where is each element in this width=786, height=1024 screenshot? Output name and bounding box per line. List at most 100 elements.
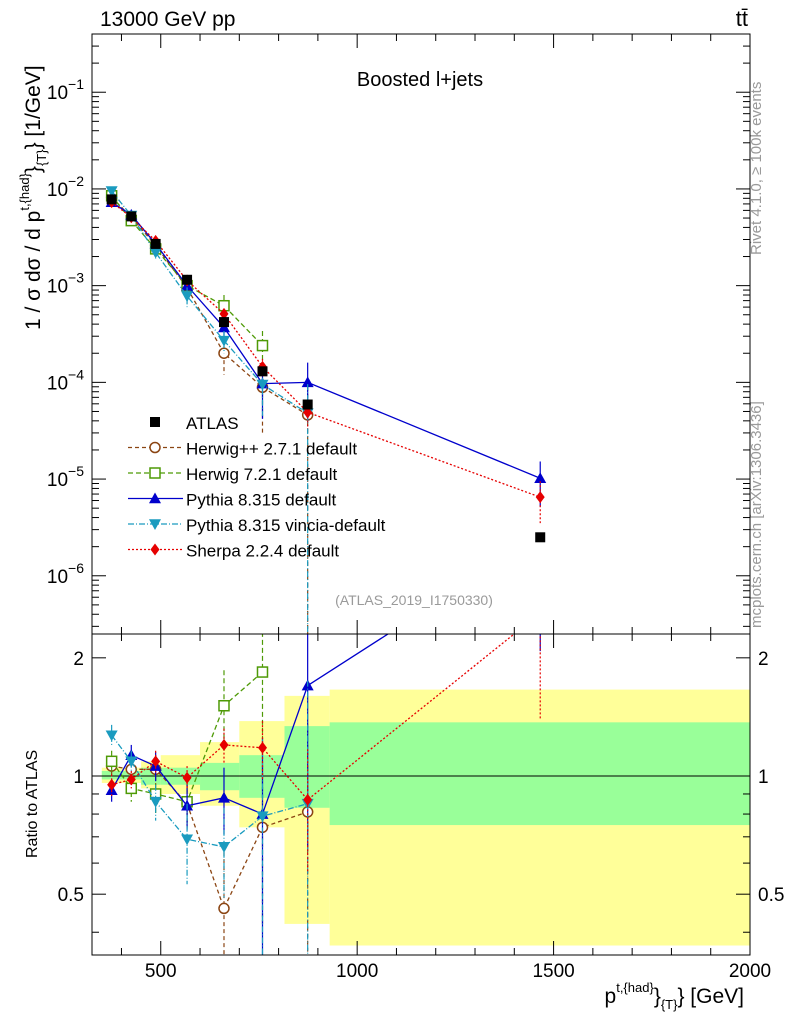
- ratio-tick-label-right: 0.5: [758, 885, 784, 906]
- ratio-tick-label-right: 1: [758, 767, 769, 788]
- series-1-ratio-point: [256, 666, 269, 678]
- series-4-point: [219, 307, 229, 320]
- series-3-line: [111, 190, 309, 414]
- x-axis-label-unit: } [GeV]: [677, 985, 744, 1008]
- series-3-point: [181, 291, 194, 303]
- atlas-data-point: [126, 211, 137, 222]
- y-tick-label: 10−2: [47, 173, 84, 201]
- x-axis-label: pt,{had}}{T}} [GeV]: [605, 980, 744, 1012]
- legend-marker-2: [149, 492, 161, 504]
- y-axis-label-brace: }: [22, 166, 45, 173]
- series-3-point: [149, 247, 162, 259]
- legend-marker-3: [149, 519, 161, 530]
- atlas-data-point: [257, 366, 268, 377]
- y-tick-label: 10−3: [47, 270, 84, 298]
- y-tick-label-base: 10: [47, 567, 68, 588]
- legend-label-4: Sherpa 2.2.4 default: [186, 542, 339, 561]
- y-axis-label-sup: t,{had}: [17, 172, 32, 210]
- series-1-ratio-point: [105, 755, 118, 768]
- y-tick-label-exp: −2: [68, 173, 84, 189]
- y-tick-label-base: 10: [47, 83, 68, 104]
- band-stat-uncertainty: [329, 722, 750, 826]
- y-tick-label: 10−4: [47, 366, 84, 394]
- x-axis-label-sup: t,{had}: [616, 980, 654, 995]
- y-tick-label-exp: −5: [68, 463, 84, 479]
- y-tick-label-base: 10: [47, 470, 68, 491]
- atlas-data-point: [535, 532, 546, 543]
- legend-label-1: Herwig 7.2.1 default: [186, 465, 337, 484]
- series-2-ratio-point: [217, 791, 230, 803]
- analysis-label: (ATLAS_2019_I1750330): [335, 592, 493, 608]
- legend: ATLAS Herwig++ 2.7.1 default Herwig 7.2.1 …: [128, 414, 386, 561]
- y-axis-label-unit: } [1/GeV]: [22, 65, 45, 149]
- legend-label-3: Pythia 8.315 vincia-default: [186, 516, 386, 535]
- main-plot-area: [105, 186, 547, 634]
- header-process-label: tt̄: [736, 6, 748, 31]
- series-0-ratio-point: [218, 902, 230, 915]
- series-3-ratio-point: [125, 756, 138, 768]
- series-1-point: [256, 339, 269, 352]
- ratio-y-axis-label: Ratio to ATLAS: [24, 750, 41, 858]
- x-tick-label: 1000: [336, 961, 378, 982]
- y-tick-label-exp: −1: [68, 76, 84, 92]
- ratio-panel-frame: [91, 633, 751, 956]
- series-4-line: [111, 201, 541, 498]
- atlas-data-point: [182, 274, 193, 285]
- ratio-panel: 0.5 0.5 1 1 2 2 500 1000 1500 2000: [58, 34, 784, 982]
- y-axis-label-sub: {T}: [34, 149, 49, 166]
- series-3-ratio-point: [256, 811, 269, 823]
- x-axis-label-sub: {T}: [661, 997, 678, 1012]
- legend-atlas-label: ATLAS: [186, 414, 239, 433]
- series-3-ratio-point: [181, 834, 194, 846]
- series-3-ratio-point: [149, 796, 162, 808]
- series-4-point: [535, 491, 545, 504]
- series-3-point: [256, 379, 269, 391]
- series-3-point: [217, 335, 230, 347]
- ratio-tick-label: 2: [73, 649, 84, 670]
- x-axis-label-main: p: [605, 985, 617, 1008]
- rivet-version-label: Rivet 4.1.0, ≥ 100k events: [748, 82, 765, 255]
- x-axis-label-brace: }: [654, 985, 661, 1008]
- y-tick-label-exp: −6: [68, 560, 84, 576]
- mcplots-label: mcplots.cern.ch [arXiv:1306.3436]: [748, 401, 765, 628]
- ratio-tick-label-right: 2: [758, 649, 769, 670]
- ratio-plot-area: [105, 607, 545, 955]
- y-tick-label-exp: −3: [68, 270, 84, 286]
- ratio-tick-label: 1: [73, 767, 84, 788]
- ratio-uncertainty-bands: [92, 689, 750, 946]
- main-y-ticks: 10−610−510−410−310−210−1: [47, 33, 750, 627]
- series-2-line: [111, 201, 541, 479]
- atlas-data-point: [302, 399, 313, 410]
- series-4-ratio-point: [182, 771, 192, 784]
- x-axis-ticks: 500 1000 1500 2000: [120, 34, 771, 982]
- y-tick-label: 10−1: [47, 76, 84, 104]
- y-tick-label-exp: −4: [68, 366, 84, 382]
- y-axis-label: 1 / σ dσ / d pt,{had}}{T}} [1/GeV]: [17, 65, 49, 330]
- legend-marker-1: [149, 467, 161, 479]
- series-2-point: [534, 472, 547, 484]
- legend-marker-0: [149, 441, 161, 454]
- series-3-ratio-point: [105, 730, 118, 742]
- y-tick-label: 10−6: [47, 560, 84, 588]
- main-panel: 10−610−510−410−310−210−1 Boosted l+jets …: [47, 33, 751, 635]
- series-4-ratio-point: [107, 778, 117, 791]
- legend-marker-4: [150, 543, 160, 556]
- atlas-data-point: [218, 317, 229, 328]
- series-1-ratio-point: [218, 699, 230, 712]
- series-4-ratio-point: [126, 773, 136, 786]
- atlas-data-point: [106, 194, 117, 205]
- header-energy-label: 13000 GeV pp: [100, 8, 235, 31]
- legend-atlas-marker: [150, 417, 160, 427]
- y-tick-label-base: 10: [47, 180, 68, 201]
- y-tick-label-base: 10: [47, 373, 68, 394]
- series-4-ratio-point: [536, 607, 545, 619]
- legend-label-0: Herwig++ 2.7.1 default: [186, 440, 357, 459]
- x-tick-label: 2000: [729, 961, 771, 982]
- x-tick-label: 500: [145, 961, 177, 982]
- series-3-point: [105, 186, 118, 198]
- x-tick-label: 1500: [532, 961, 574, 982]
- band-stat-uncertainty: [200, 762, 240, 791]
- ratio-y-ticks: 0.5 0.5 1 1 2 2: [58, 649, 784, 933]
- legend-label-2: Pythia 8.315 default: [186, 491, 337, 510]
